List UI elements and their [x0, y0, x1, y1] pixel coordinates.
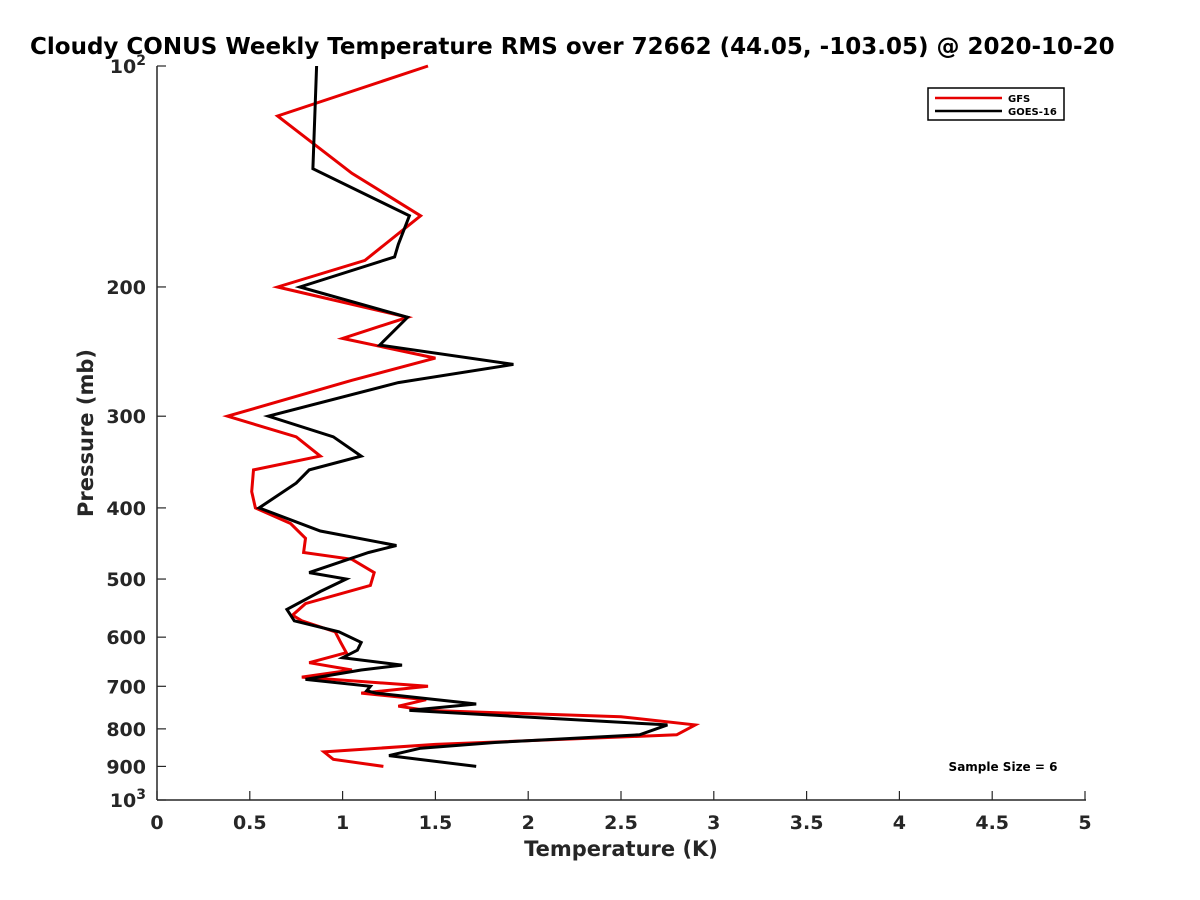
chart-title: Cloudy CONUS Weekly Temperature RMS over… [30, 34, 1115, 60]
x-tick-label: 4.5 [975, 812, 1009, 834]
y-tick-label: 900 [106, 756, 146, 778]
x-tick-label: 1.5 [419, 812, 453, 834]
x-axis-label: Temperature (K) [524, 837, 718, 861]
x-tick-label: 0.5 [233, 812, 267, 834]
y-tick-label: 800 [106, 719, 146, 741]
x-tick-label: 5 [1078, 812, 1091, 834]
x-ticks: 0 0.5 1 1.5 2 2.5 3 3.5 4 4.5 5 [150, 791, 1092, 834]
legend: GFS GOES-16 [927, 87, 1065, 121]
legend-label-gfs: GFS [1008, 94, 1030, 105]
y-tick-label: 200 [106, 277, 146, 299]
y-ticks: 102 200 300 400 500 600 700 800 900 103 [106, 53, 166, 812]
x-tick-label: 4 [893, 812, 906, 834]
series-line-goes16 [255, 65, 668, 768]
y-axis-label: Pressure (mb) [74, 349, 98, 517]
x-tick-label: 3 [707, 812, 720, 834]
y-tick-label: 103 [110, 787, 146, 812]
legend-box [927, 87, 1065, 121]
y-tick-label: 500 [106, 569, 146, 591]
x-tick-label: 0 [150, 812, 163, 834]
y-tick-label: 400 [106, 498, 146, 520]
y-tick-label: 600 [106, 627, 146, 649]
y-tick-label: 102 [110, 53, 146, 78]
sample-size-annotation: Sample Size = 6 [949, 760, 1058, 774]
x-tick-label: 1 [336, 812, 349, 834]
y-tick-label: 300 [106, 406, 146, 428]
series-layer [222, 64, 701, 768]
legend-label-goes16: GOES-16 [1008, 107, 1057, 118]
x-tick-label: 2.5 [604, 812, 638, 834]
x-tick-label: 3.5 [790, 812, 824, 834]
y-tick-label: 700 [106, 676, 146, 698]
x-tick-label: 2 [522, 812, 535, 834]
